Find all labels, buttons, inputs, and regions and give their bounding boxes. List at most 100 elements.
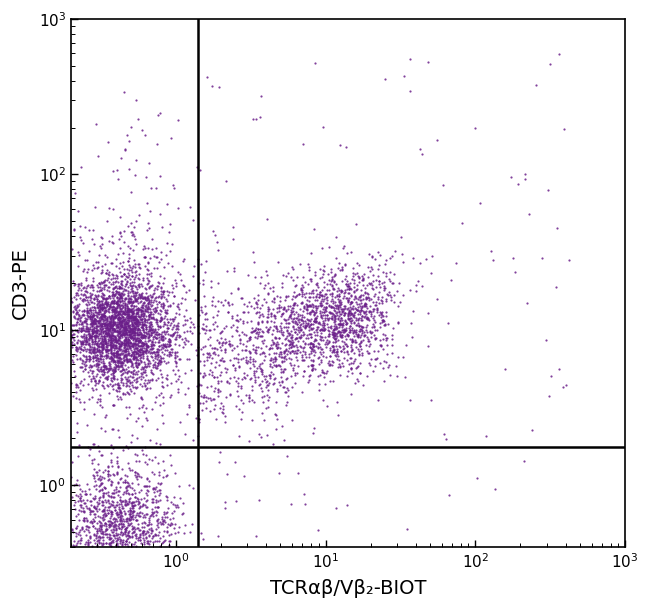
Point bbox=[285, 329, 295, 339]
Point bbox=[81, 357, 91, 367]
Point bbox=[153, 522, 163, 532]
Point bbox=[147, 300, 157, 310]
Point bbox=[214, 328, 225, 337]
Point bbox=[349, 282, 359, 292]
Point bbox=[353, 306, 363, 315]
Point bbox=[122, 276, 133, 286]
Point bbox=[67, 326, 77, 336]
Point bbox=[200, 403, 211, 413]
Point bbox=[338, 293, 348, 303]
Point bbox=[141, 403, 151, 413]
Point bbox=[81, 324, 91, 334]
Point bbox=[311, 317, 321, 326]
Point bbox=[134, 345, 144, 355]
Point bbox=[130, 295, 140, 305]
Point bbox=[108, 279, 118, 289]
Point bbox=[116, 306, 126, 315]
Point bbox=[98, 324, 108, 334]
Point bbox=[98, 314, 109, 323]
Point bbox=[344, 299, 355, 309]
Point bbox=[112, 351, 122, 361]
Point bbox=[133, 305, 143, 315]
Point bbox=[343, 310, 353, 320]
Point bbox=[154, 297, 164, 307]
Point bbox=[381, 333, 391, 342]
Point bbox=[90, 343, 101, 353]
Point bbox=[128, 323, 138, 333]
Point bbox=[450, 258, 461, 267]
Point bbox=[93, 341, 103, 351]
Point bbox=[168, 320, 179, 330]
Point bbox=[125, 350, 136, 360]
Point bbox=[359, 301, 369, 311]
Point bbox=[94, 512, 105, 522]
Point bbox=[127, 324, 137, 334]
Point bbox=[84, 311, 95, 320]
Point bbox=[98, 365, 108, 375]
Point bbox=[116, 362, 127, 371]
Point bbox=[116, 354, 127, 364]
Point bbox=[309, 336, 319, 346]
Point bbox=[233, 392, 243, 401]
Point bbox=[171, 321, 181, 331]
Point bbox=[397, 248, 408, 258]
Point bbox=[112, 391, 122, 401]
Point bbox=[89, 350, 99, 360]
Point bbox=[120, 328, 130, 337]
Point bbox=[265, 373, 276, 382]
Point bbox=[78, 337, 88, 347]
Point bbox=[236, 294, 246, 303]
Point bbox=[97, 292, 107, 302]
Point bbox=[68, 224, 79, 233]
Point bbox=[144, 356, 154, 366]
Point bbox=[136, 322, 146, 332]
Point bbox=[77, 317, 87, 327]
Point bbox=[346, 316, 356, 326]
Point bbox=[152, 300, 162, 309]
Point bbox=[361, 301, 372, 311]
Point bbox=[308, 341, 318, 351]
Point bbox=[127, 497, 138, 507]
Point bbox=[120, 333, 131, 342]
Point bbox=[134, 340, 144, 350]
Point bbox=[354, 260, 364, 270]
Point bbox=[108, 384, 118, 394]
Point bbox=[148, 340, 159, 350]
Point bbox=[252, 363, 263, 373]
Point bbox=[107, 477, 117, 487]
Point bbox=[96, 322, 106, 332]
Point bbox=[84, 522, 94, 532]
Point bbox=[305, 338, 315, 348]
Point bbox=[162, 357, 173, 367]
Point bbox=[118, 365, 128, 375]
Point bbox=[310, 270, 320, 280]
Point bbox=[133, 304, 144, 314]
Point bbox=[209, 400, 220, 410]
Point bbox=[86, 319, 96, 329]
Point bbox=[350, 378, 360, 388]
Point bbox=[119, 269, 129, 279]
Point bbox=[248, 356, 258, 366]
Point bbox=[115, 356, 125, 365]
Point bbox=[294, 334, 305, 343]
Point bbox=[179, 337, 189, 347]
Point bbox=[90, 337, 100, 347]
Point bbox=[93, 353, 103, 362]
Point bbox=[307, 300, 317, 309]
Point bbox=[86, 384, 97, 393]
Point bbox=[90, 351, 100, 361]
Point bbox=[139, 242, 150, 252]
Point bbox=[165, 347, 176, 356]
Point bbox=[101, 338, 111, 348]
Point bbox=[99, 319, 110, 328]
Point bbox=[92, 312, 103, 322]
Point bbox=[355, 307, 365, 317]
Point bbox=[239, 298, 249, 308]
Point bbox=[142, 347, 153, 357]
Point bbox=[127, 524, 137, 534]
Point bbox=[93, 354, 103, 364]
Point bbox=[93, 499, 103, 509]
Point bbox=[130, 315, 140, 325]
Point bbox=[80, 316, 90, 326]
Point bbox=[79, 306, 90, 316]
